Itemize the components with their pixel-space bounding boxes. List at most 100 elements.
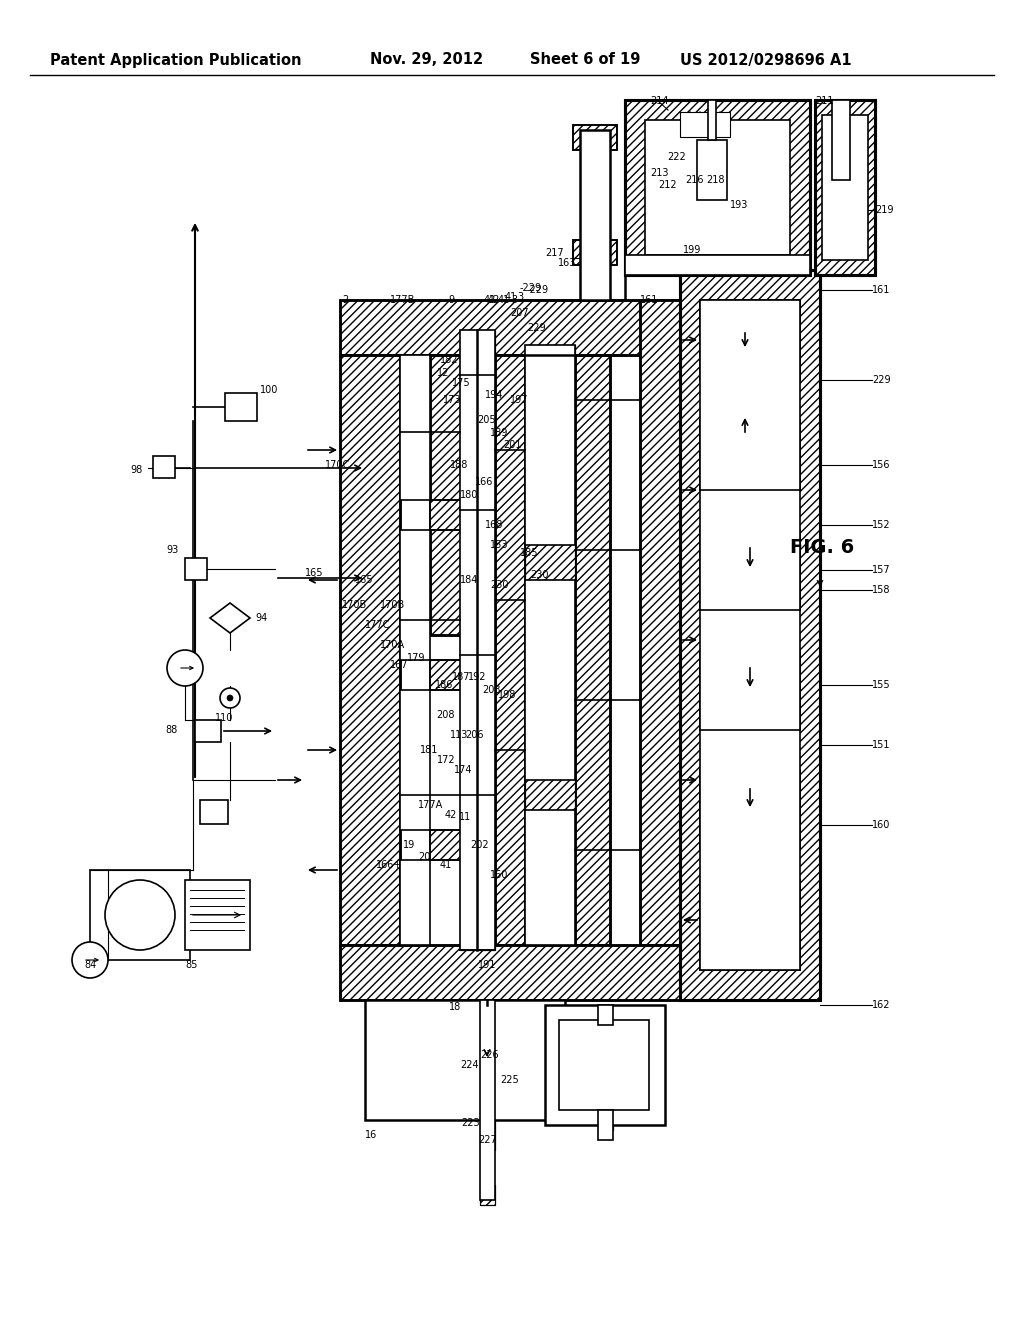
Bar <box>640 300 680 945</box>
Text: 216: 216 <box>685 176 703 185</box>
Text: 110: 110 <box>215 713 233 723</box>
Bar <box>460 445 495 510</box>
Bar <box>185 558 207 579</box>
Bar <box>573 125 617 150</box>
Bar <box>480 1110 495 1150</box>
Bar <box>625 100 810 275</box>
Text: 194: 194 <box>485 389 504 400</box>
Bar <box>680 271 820 1001</box>
Text: 165: 165 <box>355 576 374 585</box>
Text: 166: 166 <box>475 477 494 487</box>
Bar <box>700 531 800 610</box>
Bar <box>340 945 680 1001</box>
Bar <box>430 660 495 690</box>
Text: 191: 191 <box>478 960 497 970</box>
Text: 41: 41 <box>498 294 510 305</box>
Text: 9: 9 <box>449 294 454 305</box>
Text: 218: 218 <box>706 176 725 185</box>
Bar <box>495 355 525 945</box>
Text: 11: 11 <box>459 812 471 822</box>
Circle shape <box>167 649 203 686</box>
Text: 225: 225 <box>500 1074 519 1085</box>
Text: FIG. 6: FIG. 6 <box>790 539 854 557</box>
Text: 162: 162 <box>872 1001 891 1010</box>
Bar <box>460 880 495 950</box>
Bar <box>625 100 810 275</box>
Bar <box>625 255 810 275</box>
Text: 160: 160 <box>490 870 508 880</box>
Bar <box>400 690 430 830</box>
Text: 160: 160 <box>872 820 891 830</box>
Bar <box>573 240 617 265</box>
Text: 85: 85 <box>185 960 198 970</box>
Bar <box>598 1119 613 1130</box>
Bar <box>525 345 575 385</box>
Bar <box>480 1001 495 1200</box>
Bar <box>460 730 495 795</box>
Text: 93: 93 <box>166 545 178 554</box>
Bar <box>598 1015 613 1026</box>
Text: 212: 212 <box>658 180 677 190</box>
Bar <box>430 355 465 635</box>
Text: 192: 192 <box>468 672 486 682</box>
Text: 175: 175 <box>452 378 471 388</box>
Text: 217: 217 <box>545 248 563 257</box>
Text: 94: 94 <box>255 612 267 623</box>
Bar <box>640 300 680 945</box>
Text: 156: 156 <box>872 459 891 470</box>
Bar <box>340 945 680 1001</box>
Text: Nov. 29, 2012: Nov. 29, 2012 <box>370 53 483 67</box>
Text: 42: 42 <box>484 294 497 305</box>
Bar <box>460 330 495 375</box>
Bar <box>480 1185 495 1205</box>
Bar <box>430 830 495 861</box>
Text: 211: 211 <box>815 96 834 106</box>
Text: 177C: 177C <box>365 620 390 630</box>
Text: 206: 206 <box>465 730 483 741</box>
Text: 152: 152 <box>872 520 891 531</box>
Text: 207: 207 <box>510 308 528 318</box>
Text: 161: 161 <box>640 294 658 305</box>
Bar <box>700 649 800 730</box>
Bar <box>559 1020 649 1110</box>
Bar <box>195 719 221 742</box>
Bar <box>495 355 525 945</box>
Text: 187: 187 <box>452 672 470 682</box>
Bar <box>480 1185 495 1205</box>
Bar <box>460 330 495 375</box>
Circle shape <box>72 942 108 978</box>
Text: 18: 18 <box>449 1002 461 1012</box>
Bar <box>700 531 800 610</box>
Bar <box>400 861 430 945</box>
Bar <box>700 300 800 380</box>
Text: -229: -229 <box>520 282 542 293</box>
Bar <box>831 140 850 165</box>
Bar <box>573 125 617 150</box>
Bar <box>340 355 400 945</box>
Text: 201: 201 <box>503 440 521 450</box>
Text: 170C: 170C <box>325 459 350 470</box>
Circle shape <box>227 696 233 701</box>
Bar <box>580 129 610 300</box>
Text: 184: 184 <box>460 576 478 585</box>
Bar <box>700 300 800 970</box>
Bar <box>340 300 805 355</box>
Text: 223: 223 <box>461 1118 479 1129</box>
Text: 226: 226 <box>480 1049 499 1060</box>
Bar <box>700 420 800 490</box>
Bar <box>525 579 575 780</box>
Bar <box>460 445 495 510</box>
Bar <box>700 880 800 970</box>
Bar <box>598 1015 613 1026</box>
Bar <box>697 140 727 160</box>
Bar <box>430 500 495 531</box>
Bar <box>525 345 575 545</box>
Text: 188: 188 <box>450 459 468 470</box>
Text: 41: 41 <box>440 861 453 870</box>
Bar <box>831 140 850 165</box>
Bar <box>708 125 716 140</box>
Text: Patent Application Publication: Patent Application Publication <box>50 53 301 67</box>
Text: 84: 84 <box>84 960 96 970</box>
Bar <box>460 330 495 950</box>
Text: 173: 173 <box>443 395 462 405</box>
